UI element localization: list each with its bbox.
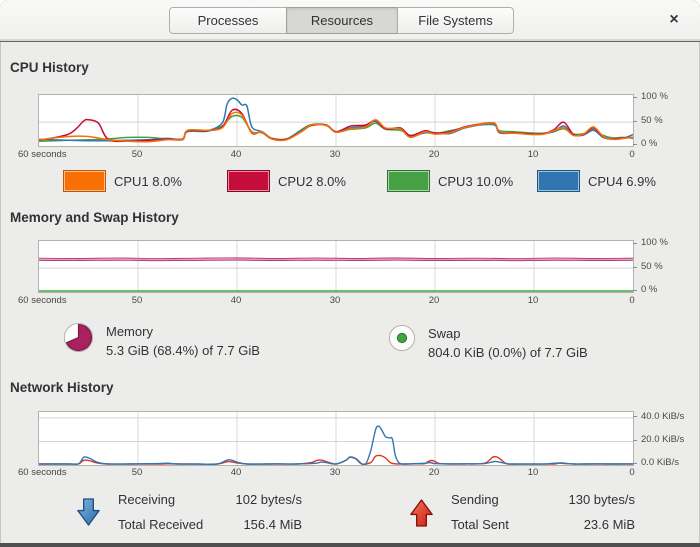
receiving-value: 102 bytes/s: [235, 492, 303, 507]
total-received-label: Total Received: [118, 517, 204, 532]
network-y-axis-labels: 40.0 KiB/s 20.0 KiB/s 0.0 KiB/s: [633, 411, 697, 468]
network-history-title: Network History: [10, 380, 114, 395]
cpu2-legend-label: CPU2 8.0%: [278, 173, 346, 189]
memory-pie-icon: [63, 322, 94, 353]
sending-value: 130 bytes/s: [568, 492, 636, 507]
cpu2-legend-item: CPU2 8.0%: [227, 170, 387, 192]
titlebar: Processes Resources File Systems ×: [0, 0, 700, 42]
cpu1-legend-item: CPU1 8.0%: [63, 170, 227, 192]
window-bottom-edge: [0, 543, 700, 547]
receiving-arrow-icon: [77, 497, 100, 526]
memory-value: 5.3 GiB (68.4%) of 7.7 GiB: [106, 343, 260, 358]
sending-arrow-icon: [410, 498, 433, 527]
cpu-y-axis-labels: 100 % 50 % 0 %: [633, 91, 697, 149]
memory-x-axis-labels: 60 seconds 50 40 30 20 10 0: [18, 295, 635, 306]
total-sent-value: 23.6 MiB: [583, 517, 635, 532]
cpu-legend: CPU1 8.0% CPU2 8.0% CPU3 10.0% CPU4 6.9%: [63, 170, 656, 192]
memory-swap-chart: [38, 240, 634, 293]
view-tab-group: Processes Resources File Systems: [169, 7, 514, 34]
cpu3-color-swatch: [387, 170, 430, 192]
total-received-value: 156.4 MiB: [243, 517, 302, 532]
receiving-label: Receiving: [118, 492, 176, 507]
receiving-legend-item: Receiving 102 bytes/s Total Received 156…: [75, 487, 302, 537]
cpu3-legend-label: CPU3 10.0%: [438, 173, 514, 189]
tab-resources[interactable]: Resources: [286, 7, 398, 34]
memory-label: Memory: [106, 324, 153, 339]
tab-processes[interactable]: Processes: [169, 7, 287, 34]
sending-label: Sending: [451, 492, 499, 507]
cpu1-color-swatch: [63, 170, 106, 192]
total-sent-label: Total Sent: [451, 517, 509, 532]
network-x-axis-labels: 60 seconds 50 40 30 20 10 0: [18, 467, 635, 478]
cpu3-legend-item: CPU3 10.0%: [387, 170, 537, 192]
swap-value: 804.0 KiB (0.0%) of 7.7 GiB: [428, 345, 588, 360]
close-icon[interactable]: ×: [669, 11, 679, 28]
cpu2-color-swatch: [227, 170, 270, 192]
cpu-x-axis-labels: 60 seconds 50 40 30 20 10 0: [18, 149, 635, 160]
cpu4-legend-label: CPU4 6.9%: [588, 173, 656, 189]
cpu4-color-swatch: [537, 170, 580, 192]
cpu4-legend-item: CPU4 6.9%: [537, 170, 656, 192]
network-chart: [38, 411, 634, 466]
cpu-history-title: CPU History: [10, 60, 89, 75]
sending-legend-item: Sending 130 bytes/s Total Sent 23.6 MiB: [408, 487, 635, 537]
memory-swap-history-title: Memory and Swap History: [10, 210, 179, 225]
memory-y-axis-labels: 100 % 50 % 0 %: [633, 237, 697, 295]
memory-legend-item: Memory 5.3 GiB (68.4%) of 7.7 GiB: [63, 322, 260, 360]
cpu1-legend-label: CPU1 8.0%: [114, 173, 182, 189]
swap-pie-icon: [388, 324, 416, 352]
tab-file-systems[interactable]: File Systems: [397, 7, 514, 34]
cpu-history-chart: [38, 94, 634, 147]
swap-label: Swap: [428, 326, 461, 341]
swap-legend-item: Swap 804.0 KiB (0.0%) of 7.7 GiB: [388, 324, 588, 362]
